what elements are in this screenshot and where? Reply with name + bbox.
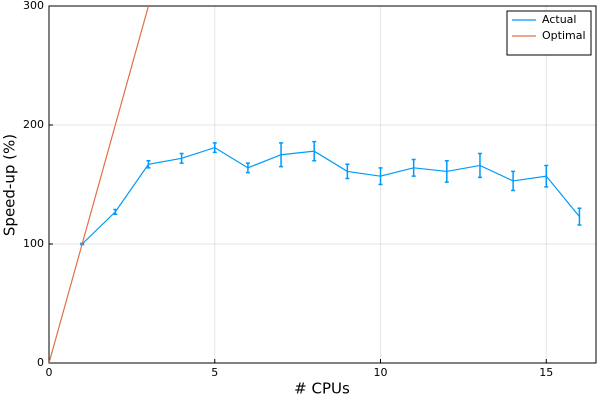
x-tick-label: 5 (211, 366, 218, 379)
error-bar (312, 140, 317, 162)
data-line (49, 6, 150, 363)
legend-box (506, 10, 592, 56)
error-bar (146, 159, 151, 169)
error-bar (477, 152, 482, 179)
x-tick-label: 10 (374, 366, 388, 379)
error-bar (113, 208, 118, 215)
legend-label: Actual (542, 13, 576, 26)
plot-frame (48, 5, 597, 364)
y-tick-label: 100 (23, 237, 44, 250)
x-axis-label: # CPUs (294, 380, 350, 398)
error-bar (577, 207, 582, 226)
error-bar (345, 163, 350, 180)
error-bar (378, 167, 383, 186)
data-line (81, 146, 580, 245)
error-bar (279, 142, 284, 168)
error-bar (245, 162, 250, 174)
y-tick-label: 0 (37, 356, 44, 369)
legend-label: Optimal (542, 29, 586, 42)
error-bar (212, 142, 217, 154)
y-tick-label: 300 (23, 0, 44, 12)
error-bar (411, 158, 416, 177)
plot-area (49, 6, 582, 363)
x-tick-label: 0 (46, 366, 53, 379)
x-tick-label: 15 (539, 366, 553, 379)
error-bar (179, 152, 184, 164)
y-axis-label: Speed-up (%) (1, 134, 19, 236)
error-bar (511, 170, 516, 192)
error-bar (444, 159, 449, 183)
y-tick-label: 200 (23, 118, 44, 131)
error-bar (544, 164, 549, 188)
